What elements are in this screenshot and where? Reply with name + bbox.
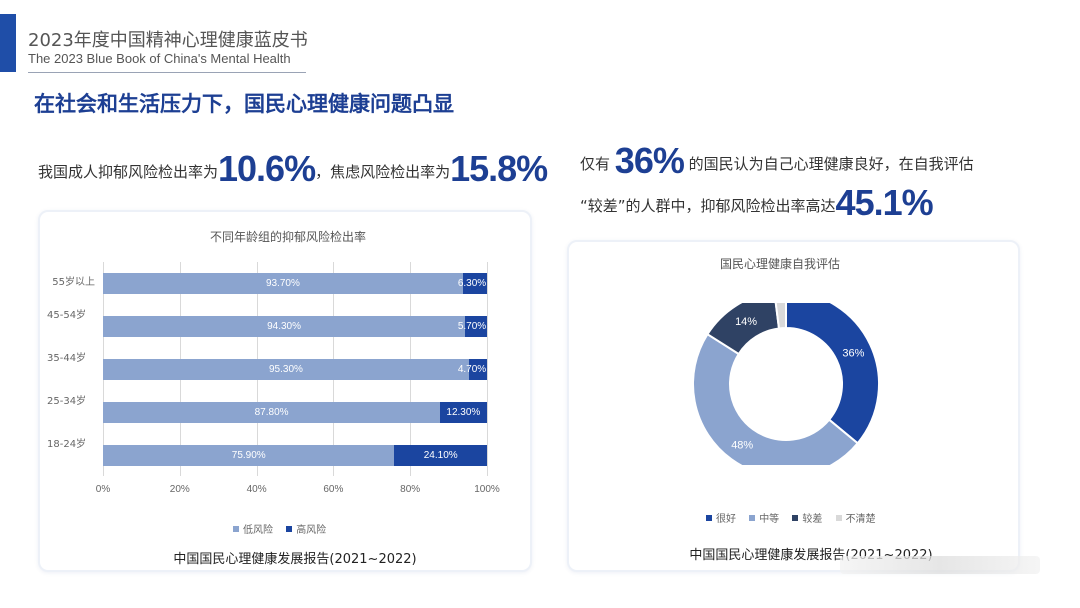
- legend-label-poor: 较差: [802, 514, 823, 525]
- donut-slice-good-label: 36%: [842, 347, 864, 359]
- x-tick-label: 20%: [169, 484, 190, 495]
- stat-line-2: 仅有 36% 的国民认为自己心理健康良好，在自我评估: [580, 140, 974, 182]
- bar-high-risk: [394, 445, 487, 466]
- bar-low-risk-label: 94.30%: [267, 321, 302, 332]
- legend-item-good: 很好: [706, 510, 736, 525]
- bar-low-risk: [103, 359, 469, 380]
- legend-swatch-low: [233, 526, 239, 532]
- legend-item-high: 高风险: [286, 521, 326, 536]
- category-label: 18-24岁: [47, 439, 87, 450]
- bar-high-risk-label: 6.30%: [457, 278, 487, 289]
- bar-high-risk: [440, 402, 488, 423]
- donut-slice-unclear: [774, 303, 787, 330]
- donut-slice-medium: [692, 332, 860, 465]
- header-divider: [28, 72, 306, 73]
- bar-low-risk-label: 75.90%: [231, 450, 266, 461]
- legend-item-low: 低风险: [233, 521, 273, 536]
- bar-low-risk: [103, 273, 463, 294]
- bar-low-risk-label: 93.70%: [265, 278, 300, 289]
- x-tick-label: 80%: [400, 484, 421, 495]
- anxiety-rate-value: 15.8%: [450, 148, 548, 189]
- watermark: [840, 556, 1040, 574]
- donut-chart-legend: 很好 中等 较差 不清楚: [706, 510, 886, 525]
- x-tick-label: 100%: [474, 484, 500, 495]
- bar-row: 87.80% 12.30%: [103, 402, 488, 423]
- bar-high-risk-label: 5.70%: [457, 321, 487, 332]
- bar-high-risk: [468, 359, 487, 380]
- legend-item-unclear: 不清楚: [835, 510, 876, 525]
- stat-line-2-text-a: 仅有: [580, 155, 611, 173]
- x-gridline: [487, 262, 488, 476]
- category-label: 55岁以上: [52, 277, 95, 288]
- bar-high-risk-label: 12.30%: [446, 407, 481, 418]
- accent-bar: [0, 14, 16, 72]
- bar-low-risk: [103, 445, 395, 466]
- bar-high-risk: [465, 316, 487, 337]
- bar-row: 95.30% 4.70%: [103, 359, 487, 380]
- category-label: 35-44岁: [47, 353, 87, 364]
- legend-swatch-high: [286, 526, 293, 532]
- bar-high-risk-label: 4.70%: [457, 364, 487, 375]
- stat-line-1: 我国成人抑郁风险检出率为10.6%，焦虑风险检出率为15.8%: [38, 148, 548, 190]
- bar-row: 93.70% 6.30%: [103, 273, 487, 294]
- bar-row: 75.90% 24.10%: [103, 445, 487, 466]
- bar-row: 94.30% 5.70%: [103, 316, 487, 337]
- bar-chart-legend: 低风险 高风险: [233, 521, 336, 536]
- bar-low-risk-label: 95.30%: [269, 364, 303, 375]
- stat-line-3: “较差”的人群中，抑郁风险检出率高达45.1%: [580, 182, 934, 224]
- headline: 在社会和生活压力下，国民心理健康问题凸显: [34, 92, 454, 116]
- bar-high-risk: [462, 273, 487, 294]
- legend-label-good: 很好: [716, 514, 736, 525]
- legend-item-medium: 中等: [749, 510, 779, 525]
- donut-chart: 36%48%14%2%: [692, 303, 880, 465]
- legend-label-high: 高风险: [296, 525, 327, 536]
- good-health-value: 36%: [614, 140, 685, 181]
- x-tick-label: 60%: [323, 484, 344, 495]
- legend-swatch-good: [706, 515, 712, 521]
- stat-line-2-text-b: 的国民认为自己心理健康良好，在自我评估: [688, 155, 974, 173]
- bar-chart-title: 不同年龄组的抑郁风险检出率: [209, 230, 366, 244]
- category-label: 25-34岁: [47, 396, 87, 407]
- legend-swatch-unclear: [835, 515, 842, 521]
- category-label: 45-54岁: [47, 310, 87, 321]
- legend-label-medium: 中等: [759, 514, 780, 525]
- bar-low-risk: [103, 316, 466, 337]
- stat-line-3-text: “较差”的人群中，抑郁风险检出率高达: [580, 197, 836, 215]
- legend-item-poor: 较差: [792, 510, 822, 525]
- depression-rate-value: 10.6%: [218, 148, 316, 189]
- x-tick-label: 40%: [246, 484, 267, 495]
- donut-slice-good: [785, 303, 880, 445]
- header-title-cn: 2023年度中国精神心理健康蓝皮书: [28, 30, 308, 51]
- header-title-en: The 2023 Blue Book of China's Mental Hea…: [28, 51, 291, 66]
- bar-chart-source: 中国国民心理健康发展报告(2021~2022): [173, 552, 417, 567]
- bar-high-risk-label: 24.10%: [423, 450, 458, 461]
- bar-low-risk: [103, 402, 441, 423]
- stat-line-1-text-b: ，焦虑风险检出率为: [315, 163, 451, 181]
- donut-chart-title: 国民心理健康自我评估: [719, 257, 840, 271]
- donut-slice-poor-label: 14%: [735, 316, 757, 328]
- legend-swatch-medium: [749, 515, 756, 521]
- bar-chart-card: [38, 210, 532, 572]
- legend-swatch-poor: [792, 515, 799, 521]
- legend-label-low: 低风险: [243, 525, 273, 536]
- donut-slice-medium-label: 48%: [731, 439, 753, 451]
- donut-slice-poor: [706, 303, 781, 356]
- stat-line-1-text-a: 我国成人抑郁风险检出率为: [38, 163, 219, 181]
- legend-label-unclear: 不清楚: [845, 514, 876, 525]
- poor-group-rate-value: 45.1%: [835, 182, 934, 223]
- bar-low-risk-label: 87.80%: [254, 407, 289, 418]
- x-tick-label: 0%: [95, 484, 111, 495]
